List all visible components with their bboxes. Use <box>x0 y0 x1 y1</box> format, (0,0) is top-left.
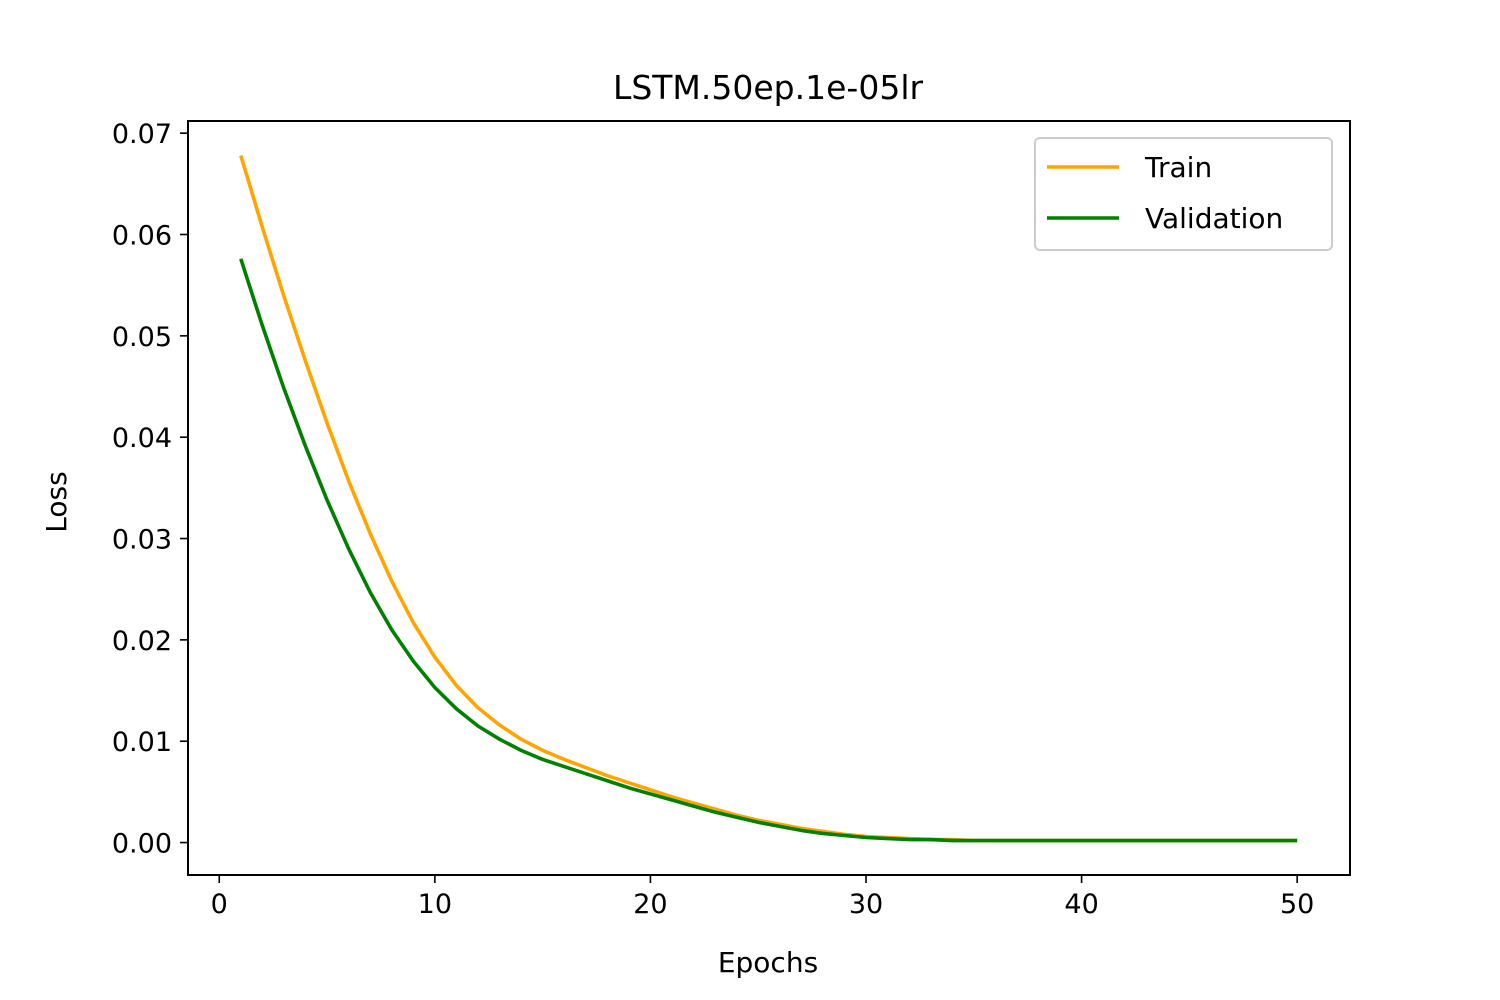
x-tick-label: 50 <box>1280 889 1314 920</box>
y-tick-label: 0.03 <box>112 525 172 556</box>
y-tick-label: 0.07 <box>112 119 172 150</box>
x-axis-label: Epochs <box>718 946 818 979</box>
y-tick-label: 0.06 <box>112 221 172 252</box>
x-axis-ticks: 0 10 20 30 40 50 <box>211 875 1314 920</box>
x-tick-label: 10 <box>418 889 452 920</box>
y-axis-label: Loss <box>40 471 73 532</box>
y-tick-label: 0.01 <box>112 727 172 758</box>
y-tick-label: 0.04 <box>112 423 172 454</box>
x-tick-label: 20 <box>633 889 667 920</box>
y-tick-label: 0.05 <box>112 322 172 353</box>
legend: Train Validation <box>1034 137 1333 251</box>
y-axis-ticks: 0.00 0.01 0.02 0.03 0.04 0.05 0.06 0.07 <box>112 119 188 860</box>
x-tick-label: 30 <box>849 889 883 920</box>
chart-title: LSTM.50ep.1e-05lr <box>613 68 924 107</box>
y-tick-label: 0.00 <box>112 829 172 860</box>
y-tick-label: 0.02 <box>112 626 172 657</box>
x-tick-label: 40 <box>1064 889 1098 920</box>
legend-label-validation: Validation <box>1145 202 1283 235</box>
series-line-validation <box>239 258 1298 843</box>
x-tick-label: 0 <box>211 889 228 920</box>
series-lines <box>239 154 1298 843</box>
legend-label-train: Train <box>1144 151 1212 184</box>
